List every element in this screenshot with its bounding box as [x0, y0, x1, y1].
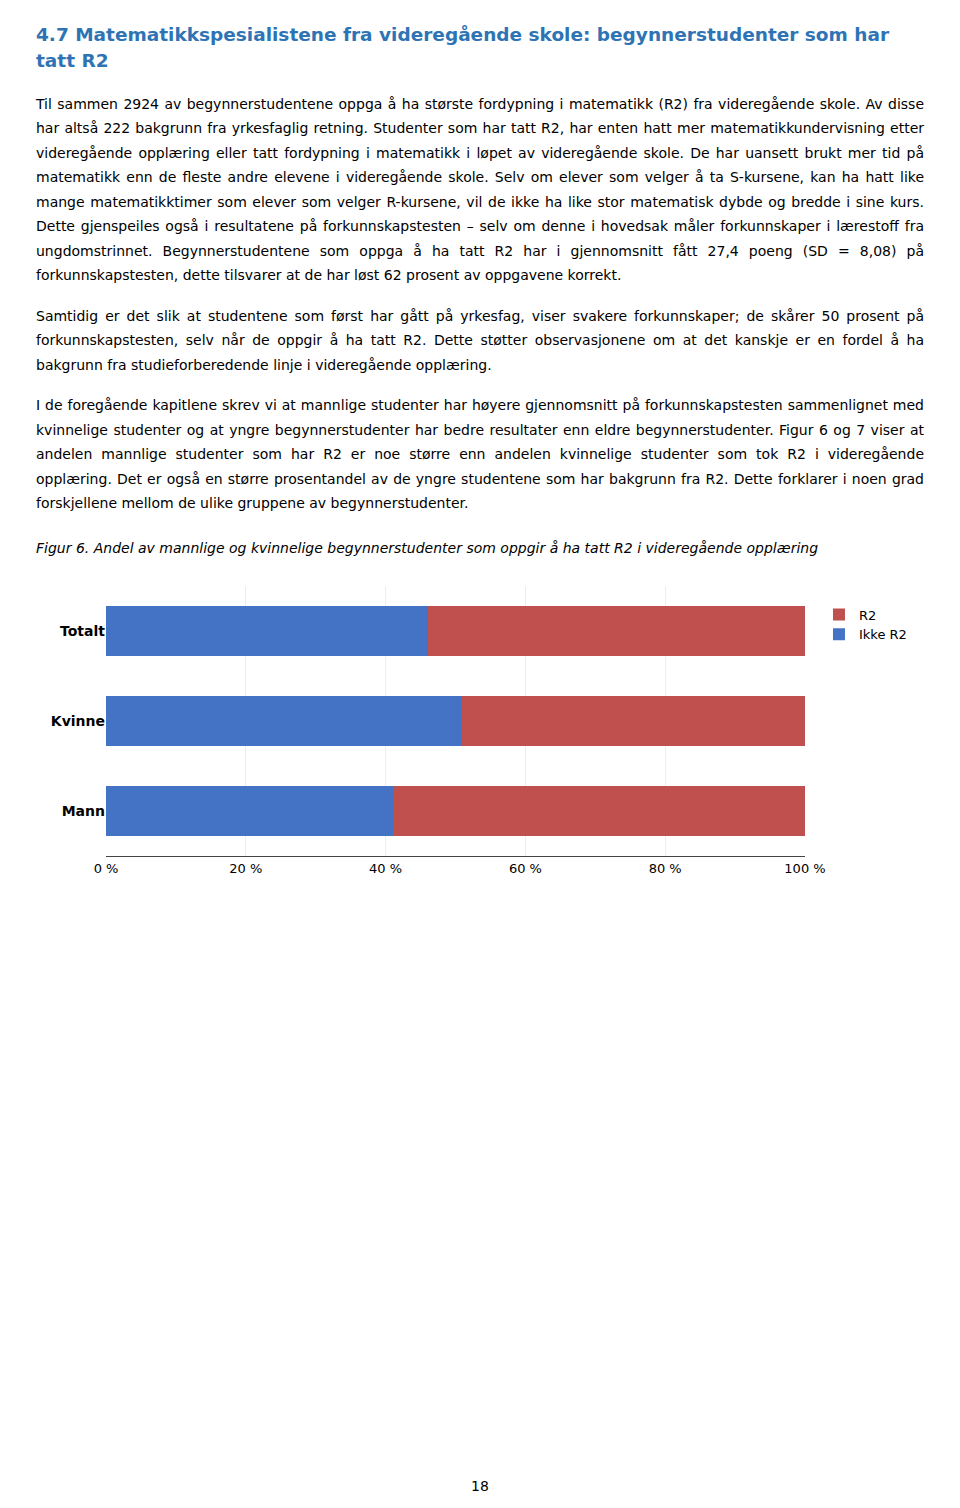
svg-text:0 %: 0 % [94, 861, 119, 876]
html-text:I de foregående kapitlene skre: I de foregående kapitlene skrev vi at ma… [36, 397, 924, 512]
html-text:Til sammen 2924 av begynnerstu: Til sammen 2924 av begynnerstudentene op… [36, 95, 924, 284]
html-text:Figur 6. Andel av mannlige og: Figur 6. Andel av mannlige og kvinnelige… [36, 539, 818, 556]
svg-text:Kvinne: Kvinne [51, 713, 105, 729]
svg-text:100 %: 100 % [784, 861, 825, 876]
svg-text:80 %: 80 % [649, 861, 682, 876]
svg-text:40 %: 40 % [369, 861, 402, 876]
svg-text:Mann: Mann [62, 803, 105, 819]
svg-text:R2: R2 [859, 608, 876, 623]
html-text:18: 18 [471, 1478, 489, 1494]
svg-text:Ikke R2: Ikke R2 [859, 628, 907, 643]
svg-text:60 %: 60 % [509, 861, 542, 876]
html-text:4.7 Matematikkspesialistene fr: 4.7 Matematikkspesialistene fra videregå… [36, 24, 890, 71]
html-text:Samtidig er det slik at studen: Samtidig er det slik at studentene som f… [36, 307, 924, 373]
svg-text:Totalt: Totalt [60, 623, 105, 639]
svg-text:20 %: 20 % [229, 861, 262, 876]
